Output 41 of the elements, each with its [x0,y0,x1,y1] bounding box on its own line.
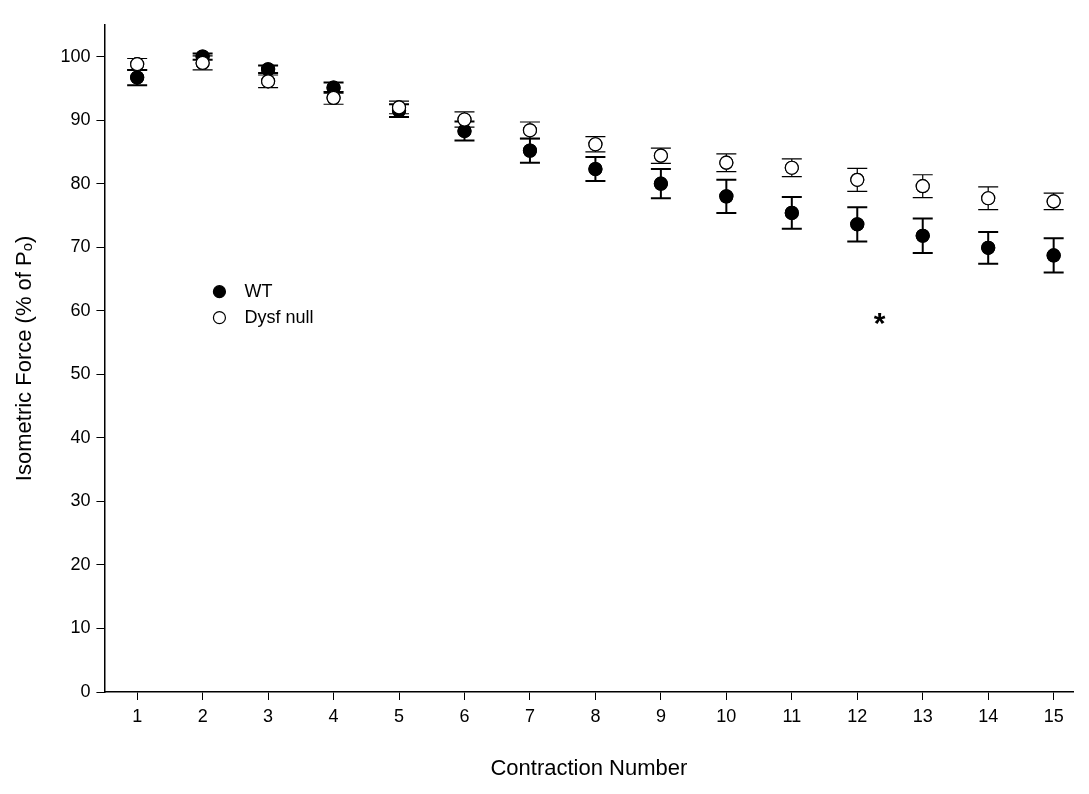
y-tick-label: 20 [70,553,91,574]
x-tick-label: 1 [132,705,143,726]
y-tick-label: 60 [70,299,91,320]
x-tick-label: 13 [912,705,933,726]
y-tick-label: 30 [70,490,91,511]
y-tick-label: 0 [80,680,91,701]
x-tick-label: 3 [263,705,274,726]
x-tick-label: 7 [524,705,535,726]
point [981,240,996,255]
x-tick-label: 8 [590,705,601,726]
point [915,228,930,243]
y-tick-label: 90 [70,109,91,130]
point [588,161,603,177]
point [850,217,865,232]
x-tick-label: 14 [978,705,999,726]
y-tick-label: 50 [70,363,91,384]
point [522,143,538,158]
x-axis-title: Contraction Number [490,754,688,780]
point [784,205,799,220]
x-tick-label: 2 [197,705,208,726]
legend-label: Dysf null [244,306,314,327]
point [653,176,668,191]
point [1046,248,1061,263]
y-tick-label: 40 [70,426,91,447]
x-tick-label: 9 [655,705,666,726]
x-tick-label: 10 [716,705,737,726]
x-tick-label: 4 [328,705,339,726]
point [719,189,734,204]
x-tick-label: 11 [782,705,802,726]
x-tick-label: 15 [1043,705,1064,726]
y-axis-title: Isometric Force (% of Pₒ) [11,235,37,482]
annotation: * [873,306,886,340]
x-tick-label: 5 [394,705,405,726]
legend-label: WT [244,280,273,301]
point [260,62,276,77]
y-tick-label: 80 [70,172,91,193]
y-tick-label: 10 [70,617,91,638]
y-tick-label: 70 [70,236,91,257]
x-tick-label: 12 [847,705,868,726]
x-tick-label: 6 [459,705,470,726]
y-tick-label: 100 [60,45,91,66]
